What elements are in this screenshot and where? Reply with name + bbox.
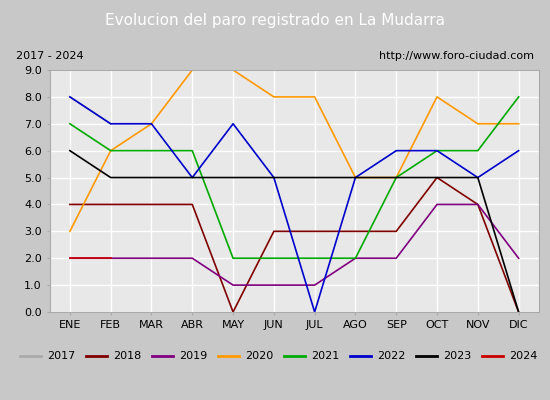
Text: 2021: 2021 [311, 351, 339, 361]
Text: 2023: 2023 [443, 351, 471, 361]
Text: 2019: 2019 [179, 351, 207, 361]
Text: 2017: 2017 [47, 351, 75, 361]
Text: 2022: 2022 [377, 351, 405, 361]
Text: 2017 - 2024: 2017 - 2024 [16, 51, 84, 61]
Text: Evolucion del paro registrado en La Mudarra: Evolucion del paro registrado en La Muda… [105, 14, 445, 28]
Text: http://www.foro-ciudad.com: http://www.foro-ciudad.com [379, 51, 534, 61]
Text: 2020: 2020 [245, 351, 273, 361]
Text: 2018: 2018 [113, 351, 141, 361]
Text: 2024: 2024 [509, 351, 537, 361]
